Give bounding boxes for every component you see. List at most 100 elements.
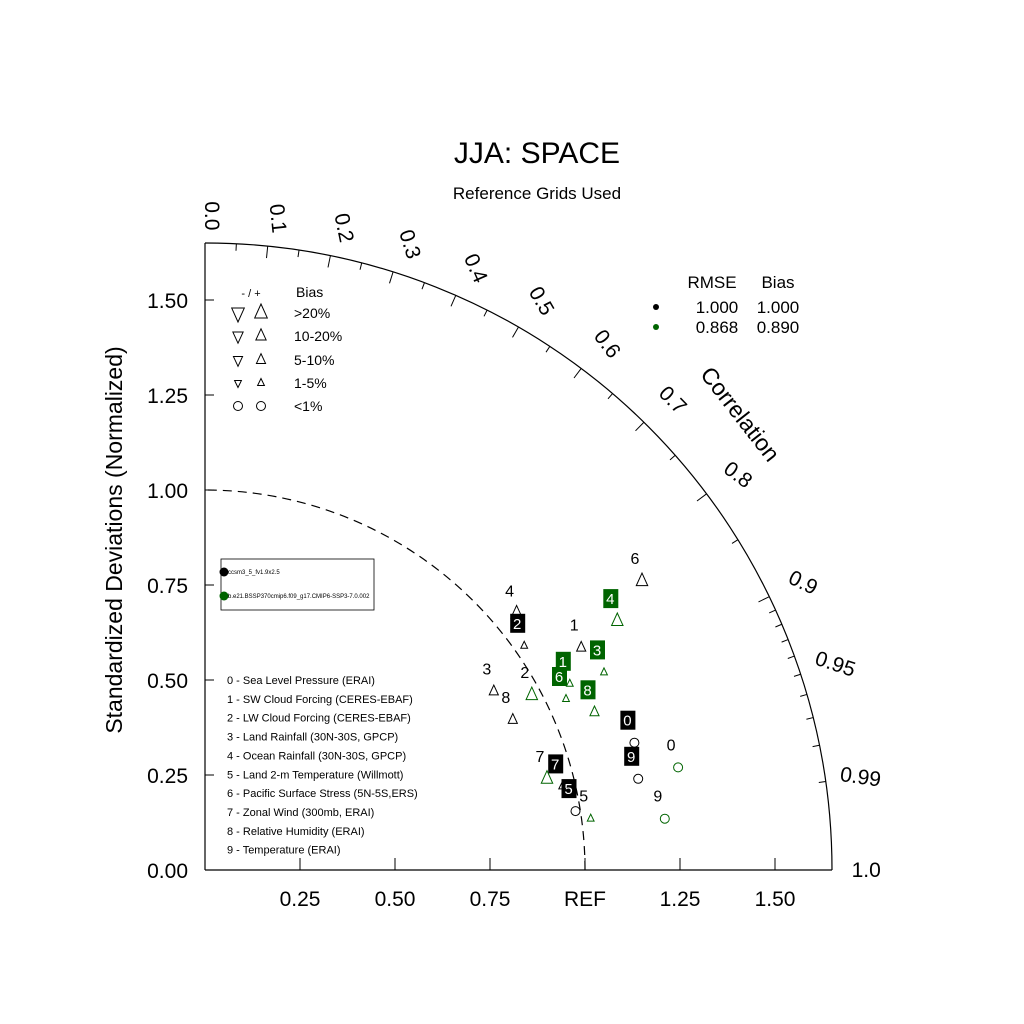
correlation-tick-mark (731, 539, 739, 544)
correlation-axis-label: Correlation (695, 362, 785, 467)
variable-legend-item: 0 - Sea Level Pressure (ERAI) (227, 675, 375, 687)
bias-legend-up-marker (256, 377, 266, 386)
chart-title: JJA: SPACE (454, 137, 620, 170)
y-tick-label: 0.75 (147, 575, 188, 598)
point-label-box (561, 779, 577, 799)
point-label: 6 (631, 551, 640, 568)
variable-legend-item: 3 - Land Rainfall (30N-30S, GPCP) (227, 732, 398, 744)
stats-legend-rmse: 1.000 (696, 298, 739, 317)
point-label-box (580, 680, 596, 700)
correlation-tick-mark (758, 596, 770, 603)
point-marker (599, 666, 609, 676)
x-tick-label: 0.75 (470, 888, 511, 911)
point-label: 3 (593, 642, 601, 659)
correlation-tick-label: 0.3 (394, 227, 425, 262)
bias-legend-up-marker (255, 327, 267, 341)
point-label: 6 (555, 669, 563, 686)
x-tick-label: 0.50 (375, 888, 416, 911)
point-label: 2 (520, 665, 529, 682)
point-label: 9 (653, 789, 662, 806)
point-marker (586, 813, 595, 822)
y-tick-label: 1.00 (147, 480, 188, 503)
correlation-tick-label: 0.1 (265, 203, 291, 234)
correlation-tick-label: 0.8 (719, 457, 756, 493)
stats-legend-dot (653, 324, 659, 330)
correlation-tick-label: 0.2 (329, 211, 357, 244)
stats-legend-rmse: 0.868 (696, 318, 739, 337)
point-marker (659, 813, 670, 824)
bias-legend-up-marker (253, 302, 269, 319)
point-marker (610, 611, 624, 627)
bias-legend-down-marker (233, 401, 243, 411)
variable-legend-item: 6 - Pacific Surface Stress (5N-5S,ERS) (227, 788, 418, 800)
correlation-tick-label: 0.5 (524, 283, 559, 320)
correlation-tick-mark (483, 309, 488, 317)
ref-label: REF (564, 888, 606, 911)
correlation-tick-label: 0.0 (200, 201, 223, 230)
bias-legend-level: 1-5% (294, 375, 327, 391)
stats-legend-header-rmse: RMSE (687, 273, 736, 292)
point-label: 0 (667, 737, 676, 754)
correlation-tick-mark (806, 717, 814, 720)
correlation-tick-mark (545, 346, 551, 353)
bias-legend-level: 10-20% (294, 328, 342, 344)
point-marker (488, 683, 500, 696)
point-marker (507, 712, 519, 724)
point-label-box (620, 710, 636, 730)
correlation-tick-mark (266, 246, 269, 259)
point-label: 5 (564, 781, 572, 798)
y-tick-label: 1.25 (147, 385, 188, 408)
point-marker (561, 693, 571, 702)
correlation-tick-label: 0.9 (785, 566, 821, 599)
point-label: 0 (623, 713, 631, 730)
case-legend-dot (219, 567, 229, 577)
correlation-tick-label: 0.6 (589, 326, 625, 363)
correlation-tick-mark (635, 421, 645, 432)
bias-legend-up-marker (256, 401, 266, 411)
bias-legend-down-marker (232, 356, 244, 368)
correlation-tick-mark (607, 393, 613, 400)
correlation-tick-mark (327, 255, 331, 268)
correlation-tick-mark (421, 282, 425, 290)
y-tick-label: 1.50 (147, 290, 188, 313)
correlation-tick-mark (793, 673, 801, 677)
bias-legend-down-marker (230, 307, 246, 324)
correlation-tick-mark (775, 623, 783, 628)
correlation-tick-mark (512, 326, 519, 338)
correlation-tick-mark (818, 781, 826, 784)
correlation-tick-mark (573, 368, 582, 379)
point-label-box (590, 640, 605, 660)
stats-legend-dot (653, 304, 659, 310)
correlation-tick-mark (297, 250, 300, 258)
point-label: 4 (606, 591, 614, 608)
point-label: 7 (536, 749, 545, 766)
point-label-box (552, 667, 567, 686)
case-legend-dot (219, 591, 229, 601)
point-marker (673, 762, 684, 773)
variable-legend-item: 5 - Land 2-m Temperature (Willmott) (227, 769, 403, 781)
point-label: 3 (482, 661, 491, 678)
point-label: 7 (551, 756, 559, 773)
point-label: 1 (570, 618, 579, 635)
point-label-box (555, 651, 571, 671)
point-marker (570, 806, 581, 817)
correlation-tick-mark (787, 655, 795, 659)
correlation-tick-mark (450, 295, 457, 307)
bias-legend-level: <1% (294, 398, 322, 414)
point-label: 8 (501, 690, 510, 707)
correlation-tick-mark (696, 493, 707, 502)
case-legend-name: b.e21.BSSP370cmip6.f09_g17.CMIP6-SSP3-7.… (228, 594, 370, 600)
variable-legend: 0 - Sea Level Pressure (ERAI) 1 - SW Clou… (227, 675, 418, 857)
y-tick-label: 0.00 (147, 860, 188, 883)
case-legend-name: ccsm3_5_fv1.9x2.5 (228, 570, 280, 576)
case-legend-box (220, 558, 375, 611)
point-marker (575, 640, 587, 652)
variable-legend-item: 1 - SW Cloud Forcing (CERES-EBAF) (227, 694, 413, 706)
variable-legend-item: 9 - Temperature (ERAI) (227, 845, 341, 857)
variable-legend-item: 8 - Relative Humidity (ERAI) (227, 826, 365, 838)
correlation-arc (204, 242, 833, 871)
point-marker (525, 685, 539, 701)
point-label: 9 (627, 749, 635, 766)
variable-legend-item: 2 - LW Cloud Forcing (CERES-EBAF) (227, 713, 411, 725)
y-tick-label: 0.50 (147, 670, 188, 693)
